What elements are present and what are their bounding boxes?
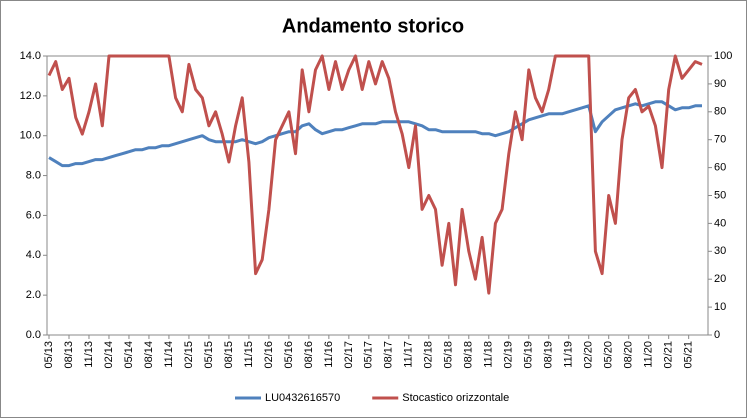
y-tick-label: 6.0	[26, 209, 41, 221]
y2-tick-label: 10	[714, 301, 726, 313]
x-tick-label: 11/15	[243, 341, 255, 368]
x-tick-label: 05/17	[363, 341, 375, 369]
x-tick-label: 05/15	[203, 341, 215, 369]
y2-tick-label: 40	[714, 217, 726, 229]
x-tick-label: 08/14	[143, 341, 155, 369]
x-tick-label: 08/20	[623, 341, 635, 369]
x-tick-label: 02/19	[503, 341, 515, 369]
y2-tick-label: 20	[714, 273, 726, 285]
x-tick-label: 08/16	[303, 341, 315, 369]
y-tick-label: 8.0	[26, 169, 41, 181]
x-tick-label: 02/14	[103, 341, 115, 369]
x-tick-label: 11/20	[643, 341, 655, 368]
legend-label: LU0432616570	[265, 392, 340, 404]
series-line	[48, 100, 702, 168]
x-tick-label: 08/19	[543, 341, 555, 369]
y-tick-label: 14.0	[20, 50, 41, 62]
x-tick-label: 02/15	[183, 341, 195, 369]
x-tick-label: 05/18	[443, 341, 455, 369]
y2-tick-label: 70	[714, 134, 726, 146]
x-tick-label: 02/21	[663, 341, 675, 369]
x-tick-label: 11/19	[563, 341, 575, 368]
y2-tick-label: 80	[714, 106, 726, 118]
x-tick-label: 05/13	[43, 341, 55, 369]
x-tick-label: 11/13	[83, 341, 95, 368]
x-tick-label: 02/17	[343, 341, 355, 369]
x-tick-label: 11/16	[323, 341, 335, 368]
x-tick-label: 08/18	[463, 341, 475, 369]
y-tick-label: 12.0	[20, 90, 41, 102]
x-tick-label: 11/17	[403, 341, 415, 368]
y2-tick-label: 30	[714, 245, 726, 257]
x-tick-label: 02/20	[583, 341, 595, 369]
y2-tick-label: 90	[714, 78, 726, 90]
x-tick-label: 02/16	[263, 341, 275, 369]
legend-label: Stocastico orizzontale	[402, 392, 509, 404]
x-tick-label: 05/14	[123, 341, 135, 369]
x-tick-label: 05/19	[523, 341, 535, 369]
y-tick-label: 2.0	[26, 289, 41, 301]
series-line	[47, 54, 703, 295]
y2-tick-label: 100	[714, 50, 732, 62]
y2-tick-label: 60	[714, 162, 726, 174]
y-tick-label: 0.0	[26, 329, 41, 341]
x-tick-label: 02/18	[423, 341, 435, 369]
x-tick-label: 11/14	[163, 341, 175, 368]
x-tick-label: 05/20	[603, 341, 615, 369]
x-tick-label: 05/16	[283, 341, 295, 369]
x-tick-label: 08/13	[63, 341, 75, 369]
x-tick-label: 05/21	[683, 341, 695, 369]
x-tick-label: 11/18	[483, 341, 495, 368]
x-tick-label: 08/17	[383, 341, 395, 369]
chart-title: Andamento storico	[282, 15, 464, 37]
y-tick-label: 10.0	[20, 130, 41, 142]
y2-tick-label: 50	[714, 189, 726, 201]
y2-tick-label: 0	[714, 329, 720, 341]
y-tick-label: 4.0	[26, 249, 41, 261]
x-tick-label: 08/15	[223, 341, 235, 369]
